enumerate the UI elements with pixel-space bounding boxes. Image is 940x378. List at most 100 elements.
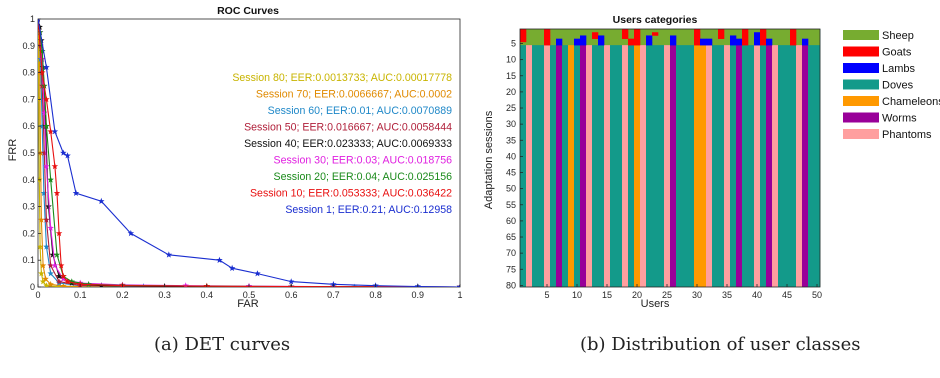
user-column: [652, 29, 659, 287]
roc-legend-entry: Session 70; EER:0.0066667; AUC:0.0002: [256, 89, 452, 101]
roc-point: [43, 63, 50, 70]
legend-label: Sheep: [882, 30, 914, 42]
heatmap-legend: Sheep Goats Lambs Doves Chameleons Worms Phant…: [843, 30, 940, 141]
roc-point: [165, 251, 173, 258]
heatmap-y-tick-label: 80: [506, 280, 516, 290]
roc-y-tick-label: 0.2: [22, 228, 35, 238]
roc-point: [39, 278, 47, 285]
category-cell: [754, 38, 761, 43]
legend-label: Goats: [882, 47, 912, 59]
user-column: [556, 29, 563, 287]
category-cell: [754, 35, 761, 39]
user-column: [592, 29, 599, 287]
category-cell: [520, 38, 527, 43]
legend-label: Phantoms: [882, 129, 932, 141]
user-column: [574, 29, 581, 287]
category-cell: [742, 41, 749, 46]
user-column: [676, 29, 683, 287]
legend-label: Doves: [882, 80, 914, 92]
heatmap-y-tick-label: 45: [506, 168, 516, 178]
heatmap-y-tick-label: 40: [506, 151, 516, 161]
user-column: [736, 29, 743, 287]
caption-det-curves: (a) DET curves: [154, 334, 291, 355]
roc-point: [127, 230, 135, 237]
roc-point: [43, 216, 50, 223]
category-cell: [598, 38, 605, 43]
category-cell: [670, 41, 677, 46]
category-cell: [598, 35, 605, 39]
roc-legend-entry: Session 10; EER:0.053333; AUC:0.036422: [250, 188, 452, 200]
user-column: [808, 29, 815, 287]
roc-point: [98, 197, 105, 204]
roc-point: [55, 230, 63, 237]
category-cell: [580, 41, 587, 46]
category-cell: [790, 41, 797, 46]
category-cell: [766, 41, 773, 46]
roc-x-tick-label: 0: [35, 290, 40, 300]
category-cell: [694, 41, 701, 46]
roc-y-tick-label: 1: [30, 14, 35, 24]
roc-point: [47, 224, 54, 231]
category-cell: [646, 38, 653, 43]
roc-plot-frame: [37, 18, 461, 288]
category-cell: [736, 38, 743, 43]
user-column: [520, 29, 527, 287]
user-column: [664, 29, 671, 287]
roc-x-tick-label: 0.9: [412, 290, 425, 300]
heatmap-frame: [519, 28, 821, 288]
roc-point: [64, 152, 71, 159]
category-cell: [592, 35, 599, 39]
category-cell: [544, 38, 551, 43]
heatmap-y-tick-label: 10: [506, 55, 516, 65]
user-column: [682, 29, 689, 287]
heatmap-y-tick-label: 55: [506, 200, 516, 210]
roc-point: [43, 243, 50, 250]
category-cell: [718, 35, 725, 39]
heatmap-y-tick-label: 75: [506, 264, 516, 274]
roc-x-tick-label: 1: [457, 290, 462, 300]
category-cell: [544, 32, 551, 36]
category-cell: [706, 38, 713, 43]
user-column: [730, 29, 737, 287]
category-cell: [574, 41, 581, 46]
category-cell: [634, 35, 641, 39]
user-column: [748, 29, 755, 287]
category-cell: [556, 41, 563, 46]
user-categories-chart: 5 10 15 20 25 30 35 40 45 50 5 10 15 20 25 30 35 40 45 50 55…: [483, 14, 940, 310]
roc-point: [39, 69, 46, 76]
user-column: [742, 29, 749, 287]
roc-point: [60, 149, 67, 156]
user-column: [550, 29, 557, 287]
heatmap-x-tick-label: 30: [692, 290, 702, 300]
category-cell: [544, 29, 551, 33]
user-column: [568, 29, 575, 287]
roc-legend-entry: Session 50; EER:0.016667; AUC:0.0058444: [244, 122, 452, 134]
roc-point: [330, 280, 337, 287]
category-cell: [592, 32, 599, 36]
category-cell: [754, 32, 761, 36]
heatmap-y-tick-label: 35: [506, 135, 516, 145]
user-column: [712, 29, 719, 287]
legend-swatch: [843, 63, 879, 73]
roc-point: [43, 96, 50, 103]
category-cell: [634, 29, 641, 33]
roc-point: [288, 278, 295, 285]
heatmap-x-axis-label: Users: [641, 298, 670, 310]
roc-point: [43, 163, 50, 170]
user-column: [586, 29, 593, 287]
user-column: [538, 29, 545, 287]
user-column: [694, 29, 701, 287]
category-cell: [790, 38, 797, 43]
user-column: [598, 29, 605, 287]
heatmap-y-tick-label: 15: [506, 71, 516, 81]
user-column: [688, 29, 695, 287]
heatmap-x-tick-label: 25: [662, 290, 672, 300]
legend-label: Worms: [882, 113, 917, 125]
user-column: [544, 29, 551, 287]
roc-x-tick-label: 0.5: [243, 290, 256, 300]
heatmap-x-tick-label: 15: [602, 290, 612, 300]
roc-y-tick-label: 0.3: [22, 202, 35, 212]
user-column: [724, 29, 731, 287]
legend-swatch: [843, 46, 879, 57]
category-cell: [730, 35, 737, 39]
